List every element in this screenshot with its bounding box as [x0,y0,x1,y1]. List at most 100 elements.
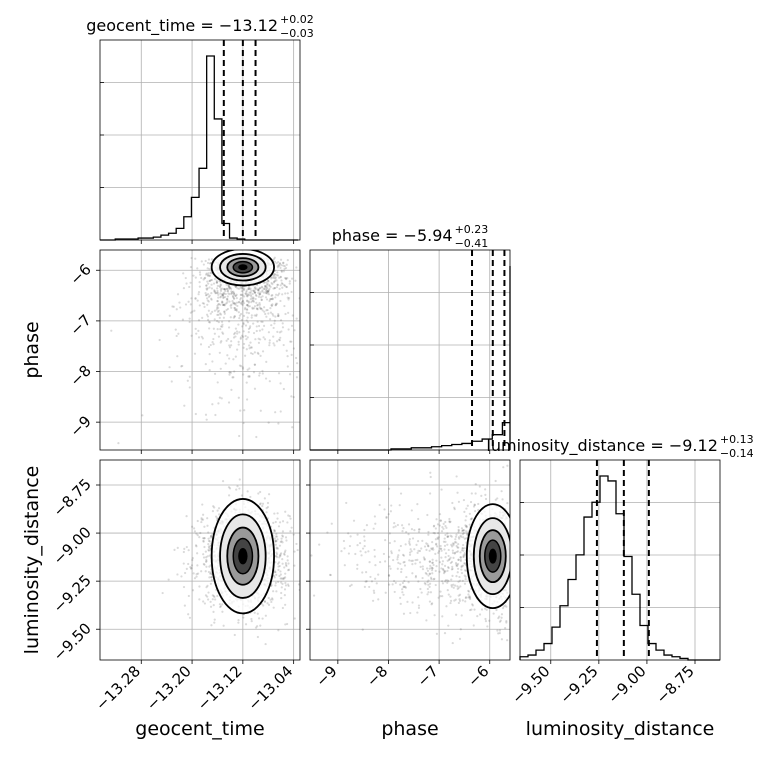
scatter-point [259,624,262,627]
scatter-point [213,618,216,621]
scatter-point [286,521,289,524]
scatter-point [219,288,223,291]
scatter-point [276,314,280,318]
scatter-point [256,612,259,615]
scatter-point [414,558,417,562]
scatter-point [275,590,278,593]
scatter-point [226,307,230,311]
scatter-point [389,567,392,570]
scatter-point [273,279,277,283]
scatter-point [190,256,193,260]
scatter-point [284,576,287,579]
scatter-point [361,628,364,631]
scatter-point [461,529,465,532]
scatter-point [270,600,273,604]
scatter-point [392,558,395,562]
scatter-point [456,546,459,549]
scatter-point [451,542,454,545]
scatter-point [258,293,261,296]
scatter-point [459,559,462,563]
scatter-point [307,541,309,543]
scatter-point [287,562,290,565]
scatter-point [450,578,453,581]
scatter-point [501,498,504,501]
scatter-point [428,585,431,588]
scatter-point [278,287,281,291]
scatter-point [421,568,425,571]
scatter-point [178,301,181,304]
scatter-point [224,290,227,293]
scatter-point [242,342,246,346]
scatter-point [246,294,249,297]
scatter-point [400,570,403,574]
scatter-point [257,295,261,298]
scatter-point [286,559,289,562]
scatter-point [281,534,284,537]
scatter-point [207,548,210,552]
scatter-point [213,621,216,624]
scatter-point [429,492,432,495]
scatter-point [272,606,275,609]
scatter-point [247,301,250,304]
scatter-point [428,582,432,585]
scatter-point [200,570,203,573]
scatter-point [277,580,280,584]
scatter-point [247,375,250,378]
scatter-point [457,525,460,529]
scatter-point [244,306,247,309]
scatter-point [288,296,291,300]
scatter-point [385,516,388,520]
scatter-point [206,584,209,588]
scatter-point [429,471,432,474]
scatter-point [224,292,227,296]
scatter-point [448,558,451,561]
scatter-point [241,299,244,302]
scatter-point [451,549,454,552]
scatter-point [271,303,274,306]
scatter-point [190,297,193,300]
scatter-point [251,352,254,356]
scatter-point [215,281,218,284]
scatter-point [463,562,466,565]
scatter-point [501,607,505,610]
scatter-point [255,307,258,310]
scatter-point [176,355,179,358]
scatter-point [230,290,233,293]
scatter-point [251,299,254,302]
scatter-point [245,338,248,341]
scatter-point [240,365,243,368]
scatter-point [401,524,404,527]
scatter-point [221,287,224,290]
scatter-point [258,287,261,290]
scatter-point [206,280,209,283]
scatter-point [295,542,298,546]
scatter-point [253,291,257,294]
scatter-point [225,287,229,290]
scatter-point [201,503,204,506]
scatter-point [207,345,211,349]
scatter-point [347,552,351,555]
scatter-point [436,523,440,526]
scatter-point [261,369,264,373]
scatter-point [266,506,269,509]
scatter-point [318,543,321,546]
scatter-point [371,599,375,602]
scatter-point [470,517,473,521]
scatter-point [281,520,285,523]
scatter-point [216,517,219,520]
scatter-point [409,548,412,551]
scatter-point [217,321,220,324]
scatter-point [427,574,430,577]
scatter-point [455,475,458,478]
scatter-point [170,380,173,383]
scatter-point [444,579,448,582]
scatter-point [230,306,233,309]
scatter-point [413,529,416,532]
scatter-point [423,545,427,548]
scatter-point [245,294,248,297]
scatter-point [425,567,429,570]
scatter-point [274,543,277,546]
scatter-point [409,611,412,615]
scatter-point [439,590,442,593]
scatter-point [271,276,274,279]
